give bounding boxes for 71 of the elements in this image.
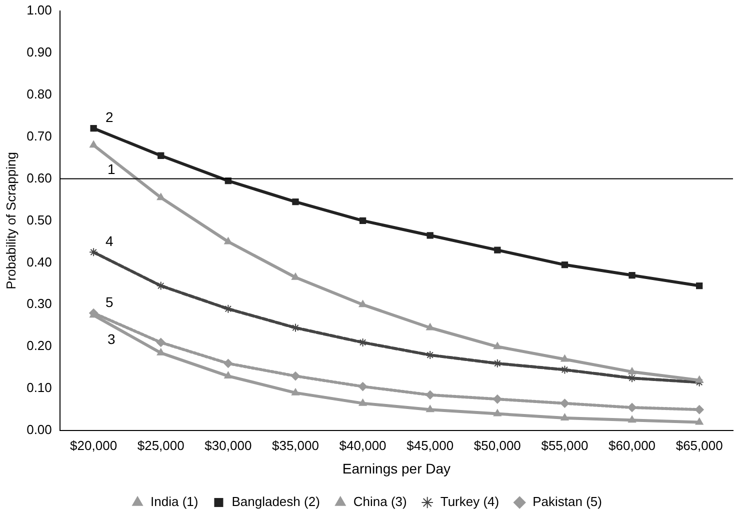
point	[426, 390, 435, 400]
point	[156, 281, 166, 290]
x-tick-label: $45,000	[406, 438, 454, 453]
point	[292, 272, 300, 280]
annotation: 2	[106, 109, 114, 126]
point	[492, 394, 502, 404]
y-tick-label: 0.80	[26, 86, 52, 102]
point	[290, 372, 300, 381]
x-tick-label: $20,000	[70, 438, 118, 453]
y-tick-label: 0.30	[26, 296, 52, 312]
y-tick-label: 0.60	[26, 170, 52, 186]
point	[426, 405, 434, 412]
point	[158, 152, 164, 159]
x-tick-label: $35,000	[272, 438, 319, 453]
point	[696, 282, 703, 290]
x-tick-label: $30,000	[204, 438, 252, 453]
x-axis-title: Earnings per Day	[342, 460, 451, 476]
x-tick-label: $40,000	[339, 438, 386, 453]
legend-label: Bangladesh (2)	[232, 494, 320, 510]
point	[224, 372, 232, 379]
y-tick-label: 0.70	[26, 128, 52, 144]
point	[560, 354, 569, 362]
point	[90, 125, 97, 132]
legend-label: Pakistan (5)	[532, 494, 602, 510]
point	[358, 398, 367, 406]
point	[560, 398, 570, 408]
point	[359, 217, 366, 224]
point	[224, 304, 233, 314]
point	[290, 323, 300, 332]
annotation: 1	[108, 160, 116, 177]
y-tick-label: 0.90	[26, 44, 52, 60]
x-tick-label: $60,000	[608, 438, 656, 453]
point	[694, 405, 704, 414]
point	[561, 261, 568, 268]
x-tick-label: $50,000	[474, 438, 521, 453]
legend-label: India (1)	[150, 494, 198, 510]
point	[494, 246, 501, 254]
point	[90, 140, 98, 148]
point	[493, 409, 502, 416]
y-tick-label: 0.50	[26, 212, 52, 228]
point	[628, 416, 636, 423]
point	[695, 418, 704, 425]
annotation: 4	[106, 233, 114, 250]
point	[156, 193, 165, 200]
annotation: 3	[108, 331, 116, 348]
point	[426, 323, 434, 330]
point	[358, 300, 367, 308]
legend-label: China (3)	[353, 494, 407, 510]
point	[89, 248, 98, 257]
point	[628, 367, 636, 374]
y-axis-title: Probability of Scrapping	[3, 152, 18, 290]
x-tick-label: $25,000	[137, 438, 184, 453]
point	[426, 232, 434, 239]
y-tick-label: 0.20	[26, 338, 52, 354]
y-tick-label: 0.00	[26, 422, 52, 438]
y-tick-label: 0.40	[26, 254, 52, 270]
point	[292, 198, 299, 206]
x-tick-label: $65,000	[676, 438, 723, 453]
point	[224, 358, 233, 368]
x-tick-label: $55,000	[541, 438, 588, 453]
point	[695, 376, 704, 383]
y-tick-label: 0.10	[26, 380, 52, 396]
annotation: 5	[106, 294, 114, 310]
point	[493, 342, 502, 350]
point	[628, 272, 636, 279]
point	[358, 382, 368, 392]
point	[156, 338, 166, 347]
point	[560, 414, 569, 421]
legend-label: Turkey (4)	[440, 494, 500, 510]
point	[292, 388, 300, 396]
y-tick-label: 1.00	[26, 2, 52, 18]
